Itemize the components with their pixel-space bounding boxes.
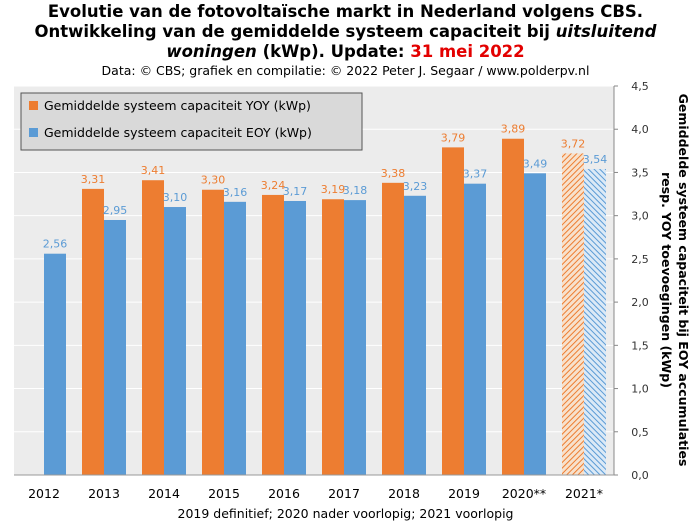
- bar-eoy: [284, 200, 306, 475]
- bars: [44, 138, 606, 476]
- y-tick-label: 2,5: [631, 253, 649, 266]
- value-label-eoy: 3,37: [463, 168, 488, 181]
- value-label-eoy: 2,56: [43, 238, 68, 251]
- legend-label-yoy: Gemiddelde systeem capaciteit YOY (kWp): [44, 98, 311, 113]
- legend: Gemiddelde systeem capaciteit YOY (kWp) G…: [20, 92, 363, 151]
- bar-eoy: [404, 195, 426, 476]
- y-axis-title-2: resp. YOY toevoegingen (kWp): [659, 172, 674, 388]
- x-tick-label: 2012: [28, 486, 60, 501]
- value-label-yoy: 3,31: [81, 173, 106, 186]
- value-label-yoy: 3,19: [321, 183, 346, 196]
- y-axis: 0,0 0,5 1,0 1,5 2,0 2,5 3,0 3,5 4,0 4,5: [613, 80, 649, 482]
- x-tick-label: 2015: [208, 486, 240, 501]
- y-tick-label: 4,5: [631, 80, 649, 93]
- value-label-yoy: 3,30: [201, 174, 226, 187]
- bar-yoy: [202, 189, 224, 475]
- y-tick-label: 0,0: [631, 469, 649, 482]
- bar-eoy: [224, 201, 246, 475]
- value-label-eoy: 3,54: [583, 153, 608, 166]
- value-labels: 2,56 3,31 2,95 3,41 3,10 3,303,16 3,243,17 3,19…: [43, 123, 608, 251]
- bar-yoy: [142, 180, 164, 476]
- x-tick-label: 2020**: [502, 486, 546, 501]
- y-axis-title: Gemiddelde systeem capaciteit bij EOY ac…: [676, 94, 691, 467]
- chart-title-line2-text: Ontwikkeling van de gemiddelde systeem c…: [34, 22, 550, 41]
- y-axis-title-line2: resp. YOY toevoegingen (kWp): [659, 172, 674, 388]
- chart-title-update-date: 31 mei 2022: [410, 42, 525, 61]
- y-tick-label: 3,0: [631, 210, 649, 223]
- bar-yoy: [82, 188, 104, 475]
- x-tick-label: 2013: [88, 486, 120, 501]
- x-tick-label: 2014: [148, 486, 180, 501]
- chart-credits: Data: © CBS; grafiek en compilatie: © 20…: [101, 63, 590, 78]
- value-label-eoy: 3,16: [223, 186, 248, 199]
- chart-footnote: 2019 definitief; 2020 nader voorlopig; 2…: [177, 506, 514, 521]
- chart-title-line2: Ontwikkeling van de gemiddelde systeem c…: [0, 22, 691, 42]
- x-tick-label: 2016: [268, 486, 300, 501]
- value-label-eoy: 3,18: [343, 184, 368, 197]
- value-label-eoy: 2,95: [103, 204, 128, 217]
- x-tick-label: 2019: [448, 486, 480, 501]
- y-tick-label: 4,0: [631, 123, 649, 136]
- chart-title-line2-italic: uitsluitend: [555, 22, 657, 41]
- x-tick-label: 2017: [328, 486, 360, 501]
- value-label-yoy: 3,41: [141, 164, 166, 177]
- y-tick-label: 0,5: [631, 426, 649, 439]
- bar-eoy: [584, 168, 606, 475]
- y-tick-label: 2,0: [631, 296, 649, 309]
- bar-eoy: [44, 253, 66, 475]
- value-label-eoy: 3,17: [283, 185, 308, 198]
- value-label-eoy: 3,10: [163, 191, 188, 204]
- chart-header: Evolutie van de fotovoltaïsche markt in …: [0, 2, 691, 79]
- bar-eoy: [344, 200, 366, 475]
- y-tick-label: 1,5: [631, 339, 649, 352]
- legend-box: [20, 92, 363, 151]
- bar-yoy: [442, 147, 464, 475]
- value-label-yoy: 3,38: [381, 167, 406, 180]
- value-label-eoy: 3,49: [523, 157, 548, 170]
- bar-yoy: [262, 194, 284, 476]
- value-label-yoy: 3,89: [501, 123, 526, 136]
- chart-title-line3-italic: woningen: [166, 42, 257, 61]
- legend-swatch-yoy: [29, 101, 38, 110]
- bar-eoy: [464, 183, 486, 475]
- chart-title-line3-text: (kWp). Update:: [262, 42, 405, 61]
- legend-label-eoy: Gemiddelde systeem capaciteit EOY (kWp): [44, 125, 312, 140]
- value-label-yoy: 3,24: [261, 179, 286, 192]
- value-label-eoy: 3,23: [403, 180, 428, 193]
- bar-yoy: [562, 153, 584, 475]
- x-tick-label: 2018: [388, 486, 420, 501]
- x-axis: 2012 2013 2014 2015 2016 2017 2018 2019 2020** 20…: [14, 474, 614, 501]
- value-label-yoy: 3,72: [561, 137, 586, 150]
- value-label-yoy: 3,79: [441, 131, 466, 144]
- bar-yoy: [502, 138, 524, 475]
- y-tick-label: 3,5: [631, 166, 649, 179]
- y-axis-title-line1: Gemiddelde systeem capaciteit bij EOY ac…: [676, 94, 691, 467]
- chart-title-line1: Evolutie van de fotovoltaïsche markt in …: [47, 2, 644, 21]
- bar-eoy: [524, 173, 546, 475]
- chart-title-line3: woningen (kWp). Update: 31 mei 2022: [0, 42, 691, 62]
- bar-yoy: [322, 199, 344, 475]
- bar-yoy: [382, 182, 404, 475]
- bar-eoy: [164, 207, 186, 475]
- legend-swatch-eoy: [29, 128, 38, 137]
- y-tick-label: 1,0: [631, 383, 649, 396]
- bar-eoy: [104, 219, 126, 475]
- x-tick-label: 2021*: [565, 486, 603, 501]
